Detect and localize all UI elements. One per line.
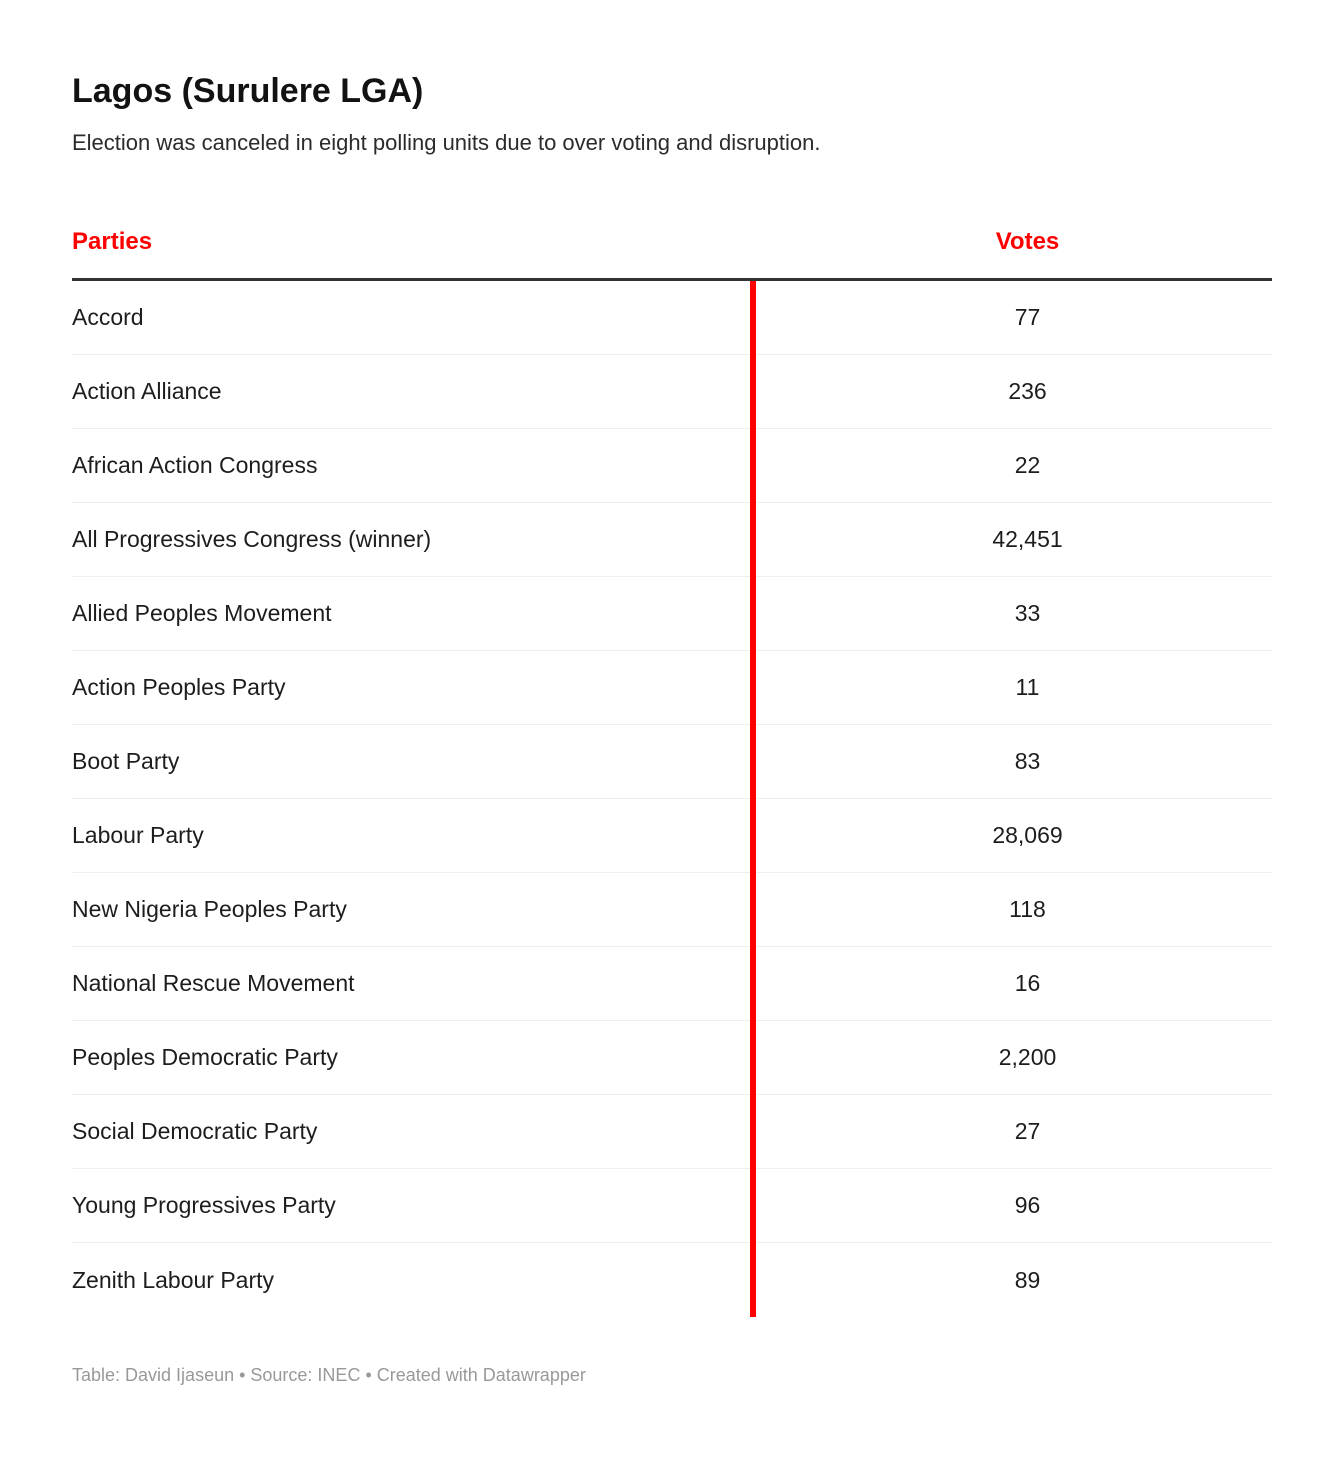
table-row: Action Peoples Party 11	[72, 651, 1272, 725]
table-row: African Action Congress 22	[72, 429, 1272, 503]
vote-count: 11	[1015, 674, 1040, 700]
table-row: Labour Party 28,069	[72, 799, 1272, 873]
table-row: Accord 77	[72, 281, 1272, 355]
table-row: Peoples Democratic Party 2,200	[72, 1021, 1272, 1095]
vote-count: 27	[1014, 1118, 1041, 1144]
vote-count: 33	[1014, 600, 1041, 626]
party-name: National Rescue Movement	[72, 970, 355, 996]
table-row: New Nigeria Peoples Party 118	[72, 873, 1272, 947]
table-row: Action Alliance 236	[72, 355, 1272, 429]
party-name: African Action Congress	[72, 452, 318, 478]
table-row: National Rescue Movement 16	[72, 947, 1272, 1021]
vote-count: 83	[1014, 748, 1041, 774]
page-subtitle: Election was canceled in eight polling u…	[72, 130, 821, 155]
table-row: All Progressives Congress (winner) 42,45…	[72, 503, 1272, 577]
table-row: Zenith Labour Party 89	[72, 1243, 1272, 1317]
column-header-votes: Votes	[995, 228, 1060, 255]
column-header-parties: Parties	[72, 228, 153, 255]
vote-count: 42,451	[992, 526, 1063, 552]
party-name: Boot Party	[72, 748, 180, 774]
vote-count: 28,069	[992, 822, 1063, 848]
party-name: Social Democratic Party	[72, 1118, 318, 1144]
table-row: Allied Peoples Movement 33	[72, 577, 1272, 651]
table-header: Parties Votes	[72, 210, 1272, 281]
table-row: Young Progressives Party 96	[72, 1169, 1272, 1243]
party-name: All Progressives Congress (winner)	[72, 526, 432, 552]
party-name: Peoples Democratic Party	[72, 1044, 338, 1070]
vote-count: 16	[1014, 970, 1041, 996]
party-name: Accord	[72, 304, 144, 330]
vote-count: 22	[1014, 452, 1041, 478]
party-name: Labour Party	[72, 822, 204, 848]
vote-count: 236	[1008, 378, 1047, 404]
party-name: New Nigeria Peoples Party	[72, 896, 347, 922]
party-name: Allied Peoples Movement	[72, 600, 332, 626]
vote-count: 2,200	[998, 1044, 1057, 1070]
vote-count: 89	[1014, 1266, 1041, 1293]
vote-count: 77	[1014, 304, 1041, 330]
page-title: Lagos (Surulere LGA)	[72, 72, 424, 110]
party-name: Young Progressives Party	[72, 1192, 336, 1218]
table-body: Accord 77 Action Alliance 236 African Ac…	[72, 281, 1272, 1317]
vote-count: 96	[1014, 1192, 1041, 1218]
column-divider-line	[750, 281, 756, 1317]
vote-count: 118	[1009, 896, 1046, 922]
party-name: Action Peoples Party	[72, 674, 286, 700]
party-name: Action Alliance	[72, 378, 222, 404]
table-row: Boot Party 83	[72, 725, 1272, 799]
footer-credit: Table: David Ijaseun • Source: INEC • Cr…	[72, 1365, 586, 1385]
table-row: Social Democratic Party 27	[72, 1095, 1272, 1169]
page: Lagos (Surulere LGA) Election was cancel…	[72, 72, 1272, 1385]
party-name: Zenith Labour Party	[72, 1266, 275, 1293]
results-table: Parties Votes Accord 77 Action Alliance …	[72, 210, 1272, 1317]
